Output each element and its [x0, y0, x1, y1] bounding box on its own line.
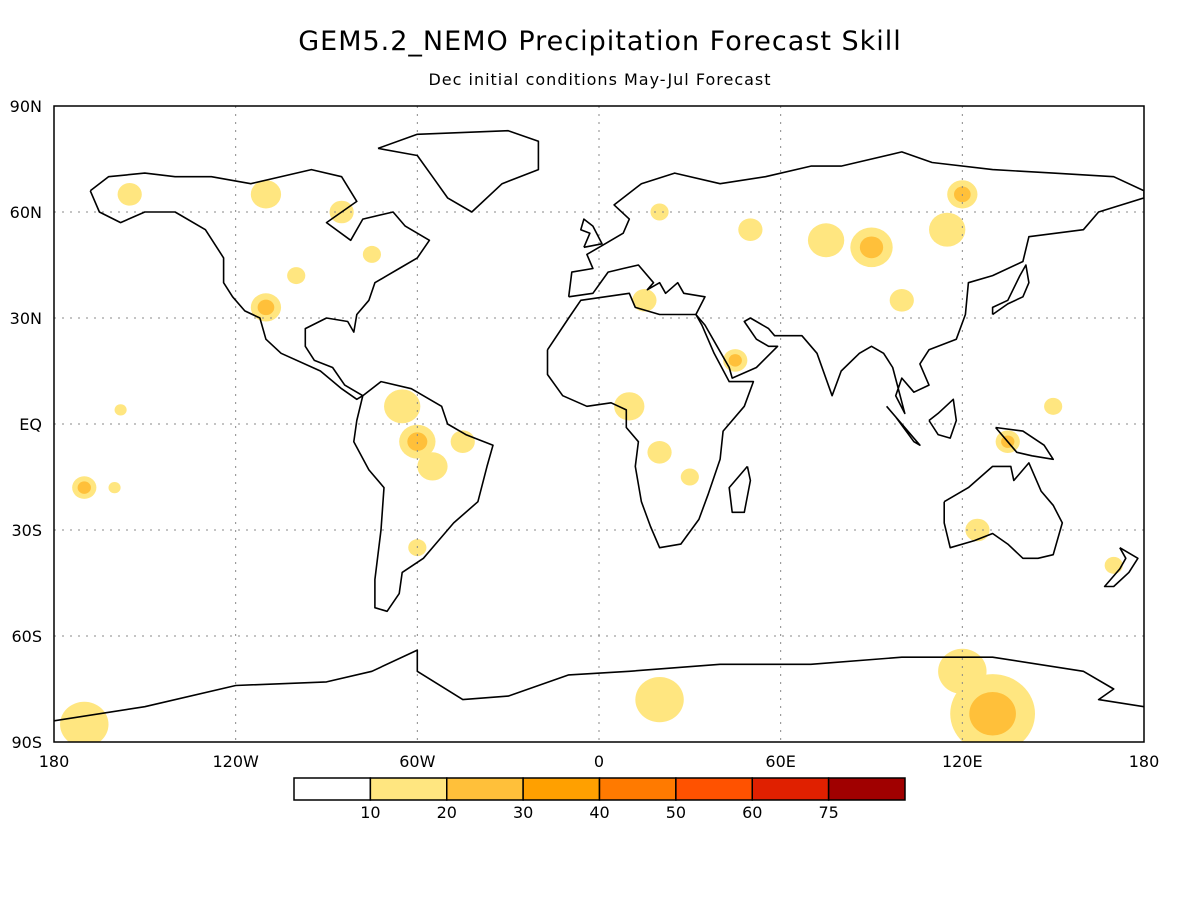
coastline-south-america	[352, 380, 494, 613]
colorbar-swatch	[446, 777, 524, 801]
lat-tick-label: EQ	[19, 415, 42, 434]
skill-field	[60, 180, 1123, 742]
coastlines	[54, 129, 1144, 722]
skill-region-core	[859, 236, 884, 259]
chart-title: GEM5.2_NEMO Precipitation Forecast Skill	[298, 26, 902, 57]
colorbar-swatch	[293, 777, 372, 801]
skill-region	[1104, 556, 1123, 574]
coastline-greenland	[377, 129, 540, 213]
skill-region	[287, 267, 306, 285]
colorbar-swatch	[522, 777, 601, 801]
skill-region	[417, 452, 448, 481]
lon-tick-label: 60E	[765, 752, 795, 771]
skill-region	[632, 289, 657, 312]
colorbar-label: 50	[666, 803, 686, 822]
colorbar-swatch	[598, 777, 677, 801]
coastline-north-america	[89, 168, 431, 401]
colorbar-label: 40	[589, 803, 609, 822]
skill-region	[450, 430, 475, 453]
lat-tick-label: 60N	[10, 203, 42, 222]
grid-lines	[54, 106, 1144, 742]
skill-region	[938, 648, 987, 694]
lat-tick-label: 90S	[11, 733, 42, 752]
colorbar: 10 20 30 40 50 60 75	[293, 777, 906, 822]
lon-tick-label: 180	[1129, 752, 1160, 771]
colorbar-label: 75	[818, 803, 838, 822]
skill-region	[650, 203, 669, 221]
skill-region-core	[257, 299, 275, 316]
colorbar-swatch	[675, 777, 753, 801]
colorbar-label: 10	[360, 803, 380, 822]
lat-tick-label: 30N	[10, 309, 42, 328]
lat-axis: 90N 60N 30N EQ 30S 60S 90S	[10, 97, 42, 752]
lon-tick-label: 180	[39, 752, 70, 771]
chart-subtitle: Dec initial conditions May-Jul Forecast	[428, 70, 772, 89]
skill-region	[738, 218, 763, 241]
skill-region	[614, 392, 645, 421]
skill-region	[250, 180, 282, 209]
skill-region	[1044, 397, 1063, 415]
skill-region	[114, 404, 127, 416]
colorbar-swatch	[827, 777, 906, 801]
lon-axis: 180 120W 60W 0 60E 120E 180	[39, 752, 1160, 771]
coastline-madagascar	[728, 465, 752, 514]
colorbar-label: 20	[437, 803, 457, 822]
coastline-borneo	[928, 398, 958, 439]
lat-tick-label: 60S	[11, 627, 42, 646]
skill-region-core	[728, 354, 742, 367]
lon-tick-label: 120E	[942, 752, 983, 771]
skill-region-core	[969, 691, 1016, 736]
lat-tick-label: 30S	[11, 521, 42, 540]
coastline-sumatra	[885, 405, 921, 447]
coastline-australia	[943, 462, 1064, 560]
skill-region	[889, 289, 914, 312]
skill-region	[965, 518, 990, 542]
colorbar-swatch	[369, 777, 448, 801]
skill-region	[362, 245, 381, 263]
coastline-new-zealand	[1103, 547, 1139, 588]
colorbar-swatch	[751, 777, 830, 801]
skill-region	[807, 223, 845, 258]
skill-region-core	[77, 481, 91, 494]
skill-region	[384, 389, 421, 424]
coastline-antarctica	[54, 649, 1144, 722]
coastline-japan	[991, 264, 1030, 316]
skill-region	[680, 468, 699, 486]
coastline-africa	[546, 292, 755, 549]
skill-region	[929, 212, 966, 247]
map-frame	[53, 105, 1145, 743]
lat-tick-label: 90N	[10, 97, 42, 116]
coastline-new-guinea	[994, 426, 1054, 461]
lon-tick-label: 120W	[212, 752, 259, 771]
colorbar-label: 30	[513, 803, 533, 822]
skill-region	[117, 183, 142, 206]
skill-region	[108, 481, 121, 494]
skill-region	[60, 701, 109, 742]
lon-tick-label: 0	[594, 752, 604, 771]
lon-tick-label: 60W	[399, 752, 435, 771]
skill-region	[635, 676, 684, 723]
colorbar-label: 60	[742, 803, 762, 822]
skill-region	[647, 440, 672, 464]
skill-region-core	[407, 432, 428, 451]
coastline-eurasia	[567, 151, 1144, 415]
coastline-uk	[579, 218, 603, 249]
